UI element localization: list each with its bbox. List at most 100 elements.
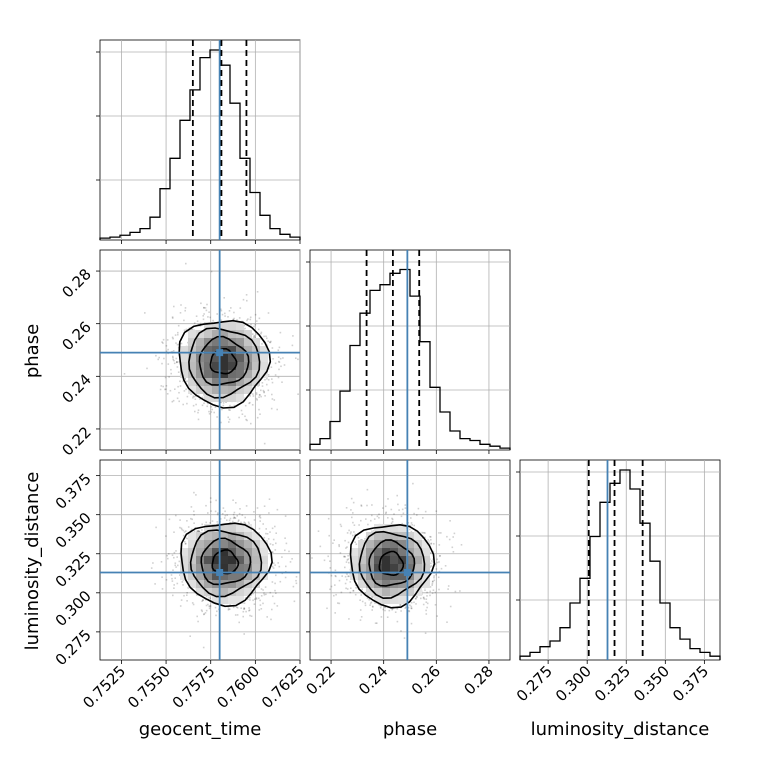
sample-point (235, 606, 238, 608)
density-cell (358, 564, 366, 572)
sample-point (278, 361, 281, 363)
sample-point (346, 532, 349, 534)
sample-point (270, 340, 272, 343)
density-cell (196, 386, 204, 394)
sample-point (317, 530, 320, 532)
sample-point (380, 616, 383, 618)
sample-point (409, 528, 411, 531)
sample-point (165, 345, 168, 347)
density-cell (188, 580, 196, 588)
sample-point (252, 592, 254, 595)
density-cell (212, 532, 220, 540)
sample-point (184, 377, 186, 380)
sample-point (415, 603, 417, 605)
sample-point (189, 635, 191, 637)
sample-point (265, 528, 267, 530)
sample-point (448, 538, 451, 541)
sample-point (180, 342, 183, 345)
sample-point (377, 603, 380, 606)
sample-point (387, 517, 389, 519)
sample-point (187, 526, 190, 528)
sample-point (430, 539, 432, 541)
sample-point (180, 527, 183, 530)
density-cell (220, 564, 228, 572)
sample-point (177, 333, 179, 336)
sample-point (172, 337, 174, 340)
density-cell (228, 572, 236, 580)
sample-point (259, 517, 262, 519)
density-cell (180, 362, 188, 370)
sample-point (259, 394, 261, 396)
density-cell (204, 330, 212, 338)
sample-point (250, 615, 253, 617)
sample-point (224, 312, 226, 315)
density-cell (212, 330, 220, 338)
density-cell (260, 564, 268, 572)
sample-point (243, 607, 246, 610)
sample-point (371, 530, 373, 533)
sample-point (396, 620, 399, 623)
sample-point (348, 618, 350, 620)
sample-point (186, 592, 188, 594)
sample-point (271, 347, 274, 349)
sample-point (345, 547, 347, 549)
ylabel-luminosity-distance: luminosity_distance (22, 472, 43, 651)
sample-point (174, 564, 176, 567)
sample-point (274, 525, 276, 528)
sample-point (268, 498, 271, 500)
sample-point (384, 505, 387, 508)
density-cell (188, 330, 196, 338)
density-cell (212, 370, 220, 378)
sample-point (228, 418, 231, 421)
axes-frame (309, 249, 511, 451)
sample-point (246, 319, 248, 322)
sample-point (410, 605, 413, 608)
sample-point (216, 416, 218, 418)
panel-hist-phase (306, 249, 511, 454)
sample-point (174, 562, 177, 564)
sample-point (170, 372, 172, 375)
density-cell (366, 580, 374, 588)
density-cell (406, 588, 414, 596)
density-cell (406, 564, 414, 572)
sample-point (272, 562, 275, 564)
sample-point (174, 577, 176, 579)
sample-point (278, 360, 280, 363)
density-cell (228, 556, 236, 564)
sample-point (258, 527, 261, 530)
density-cell (220, 354, 228, 362)
density-cell (252, 532, 260, 540)
sample-point (354, 593, 357, 596)
tick-label-x: 0.26 (408, 662, 444, 698)
sample-point (262, 389, 265, 392)
sample-point (371, 609, 373, 611)
sample-point (373, 518, 376, 520)
sample-point (203, 613, 205, 616)
sample-point (199, 325, 202, 327)
sample-point (229, 604, 231, 606)
sample-point (254, 313, 257, 316)
sample-point (216, 610, 218, 613)
sample-point (285, 542, 288, 545)
density-cell (382, 556, 390, 564)
sample-point (173, 362, 176, 365)
sample-point (275, 592, 277, 594)
sample-point (223, 297, 225, 299)
sample-point (244, 415, 246, 418)
sample-point (166, 339, 169, 341)
sample-point (174, 334, 177, 336)
density-cell (204, 346, 212, 354)
density-cell (196, 572, 204, 580)
density-cell (228, 580, 236, 588)
sample-point (385, 512, 387, 515)
sample-point (209, 604, 212, 607)
sample-point (162, 342, 164, 344)
sample-point (379, 604, 382, 607)
sample-point (262, 589, 264, 591)
density-cell (236, 524, 244, 532)
density-cell (398, 548, 406, 556)
density-cell (204, 362, 212, 370)
sample-point (272, 551, 274, 553)
sample-point (208, 605, 210, 608)
sample-point (347, 558, 350, 560)
